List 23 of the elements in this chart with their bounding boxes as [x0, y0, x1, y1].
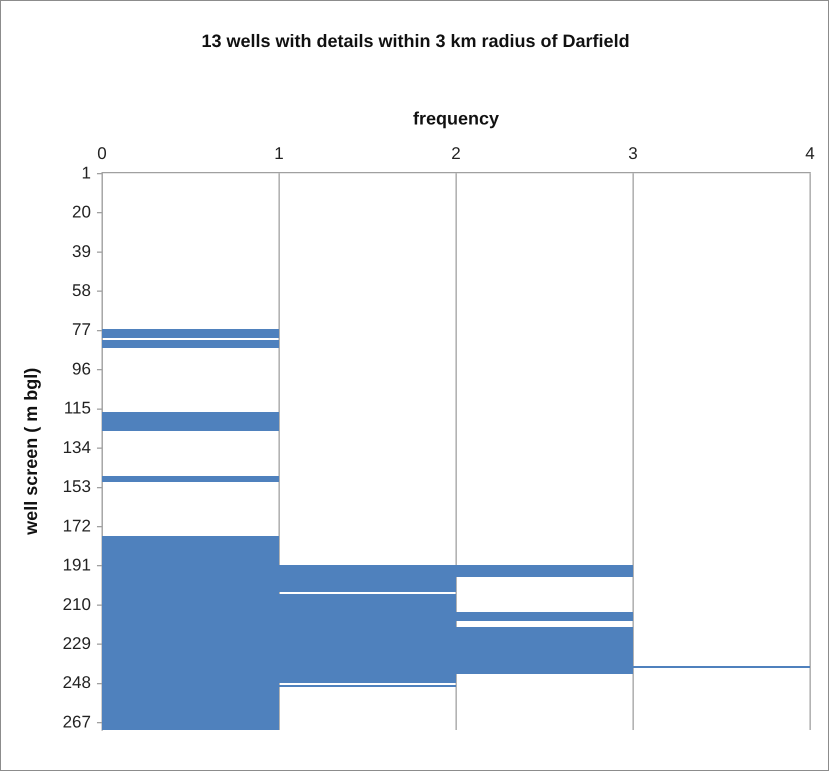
- x-tick-label: 3: [628, 144, 638, 164]
- x-axis-title: frequency: [412, 108, 499, 128]
- y-tick-label: 58: [72, 280, 91, 300]
- y-tick-label: 1: [81, 163, 91, 182]
- y-tick-label: 20: [72, 202, 91, 222]
- y-tick-label: 248: [62, 673, 91, 692]
- x-tick-label: 4: [805, 144, 815, 164]
- y-tick-label: 210: [62, 594, 91, 614]
- y-tick-label: 191: [62, 556, 91, 575]
- y-tick-label: 77: [72, 320, 91, 340]
- x-tick-label: 2: [451, 144, 461, 164]
- y-tick-label: 153: [62, 477, 91, 496]
- y-tick-label: 39: [72, 242, 91, 261]
- y-tick-label: 96: [72, 359, 91, 378]
- y-tick-label: 229: [62, 634, 91, 654]
- y-tick-label: 267: [62, 712, 91, 732]
- chart-title: 13 wells with details within 3 km radius of Darfield: [201, 30, 630, 51]
- y-axis-title: well screen ( m bgl): [20, 368, 41, 536]
- y-tick-label: 134: [62, 438, 91, 457]
- x-tick-label: 1: [274, 144, 284, 164]
- y-tick-label: 172: [62, 516, 91, 536]
- x-tick-label: 0: [97, 144, 107, 164]
- y-tick-label: 115: [64, 398, 91, 418]
